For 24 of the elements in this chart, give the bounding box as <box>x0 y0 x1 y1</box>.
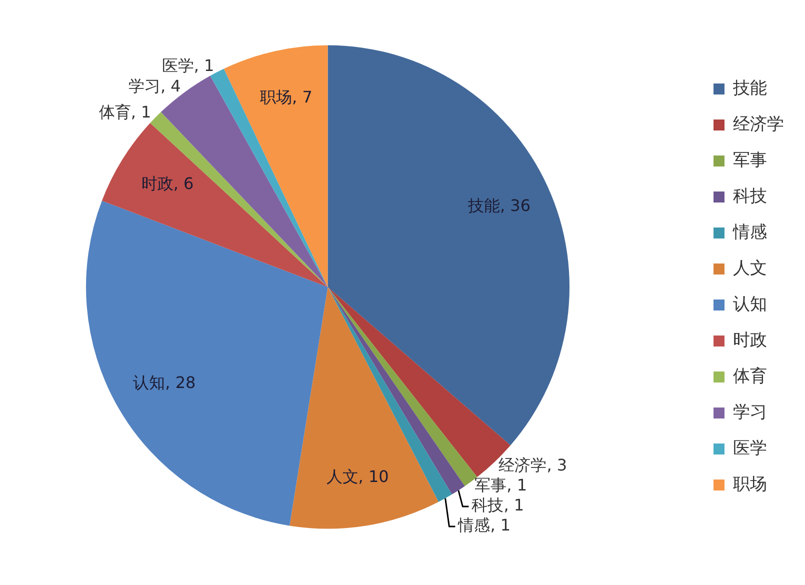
legend-label: 职场 <box>733 474 767 494</box>
data-label: 职场, 7 <box>260 88 312 107</box>
data-label: 时政, 6 <box>141 174 194 194</box>
legend-label: 军事 <box>733 150 767 170</box>
data-label: 军事, 1 <box>474 476 527 495</box>
legend-label: 情感 <box>732 222 767 242</box>
legend-label: 体育 <box>733 366 767 386</box>
legend-label: 技能 <box>732 78 767 98</box>
data-label: 体育, 1 <box>98 102 152 122</box>
data-label: 认知, 28 <box>133 372 196 392</box>
legend-label: 医学 <box>733 438 767 458</box>
data-label: 学习, 4 <box>128 76 181 96</box>
legend-label: 时政 <box>733 330 767 350</box>
legend-label: 科技 <box>733 186 767 206</box>
legend-label: 学习 <box>733 402 767 422</box>
data-label: 医学, 1 <box>162 56 214 75</box>
legend-label: 认知 <box>733 294 767 314</box>
legend-label: 人文 <box>733 258 767 278</box>
data-label: 人文, 10 <box>326 467 389 486</box>
data-label: 科技, 1 <box>472 496 524 515</box>
legend-label: 经济学 <box>733 114 784 134</box>
data-label: 情感, 1 <box>457 516 511 535</box>
data-label: 经济学, 3 <box>498 455 568 474</box>
data-label: 技能, 36 <box>467 196 531 215</box>
